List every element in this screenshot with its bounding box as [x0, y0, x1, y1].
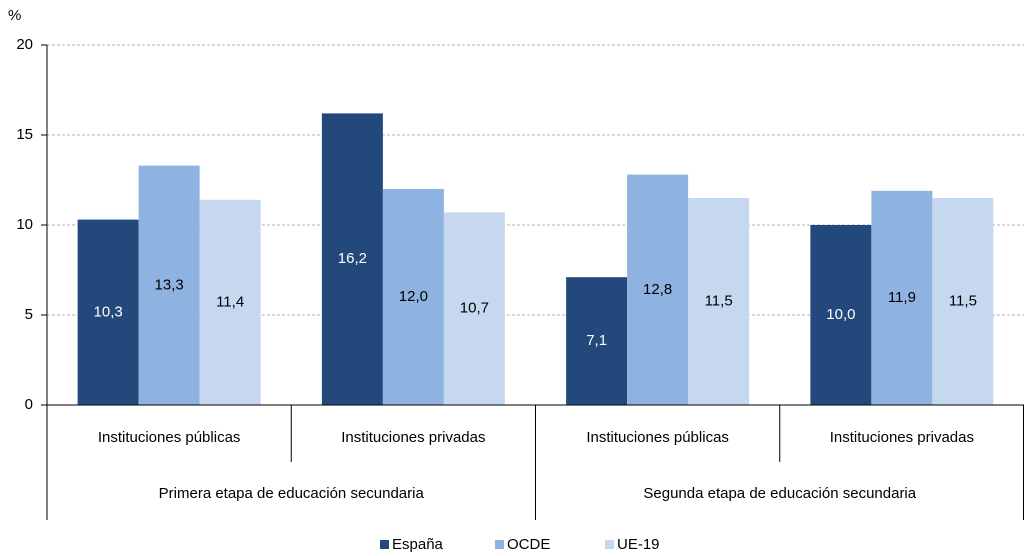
- y-axis-label: %: [8, 7, 21, 24]
- bar: [321, 113, 383, 406]
- y-tick-label: 15: [16, 126, 33, 143]
- bar: [627, 174, 689, 405]
- legend-label: OCDE: [507, 536, 550, 553]
- bar: [382, 189, 444, 405]
- data-label: 10,0: [826, 306, 855, 323]
- x-tick-label: Instituciones privadas: [341, 429, 485, 446]
- data-label: 12,0: [399, 288, 428, 305]
- data-label: 16,2: [338, 250, 367, 267]
- bar: [932, 198, 994, 405]
- legend-swatch: [605, 540, 614, 549]
- bar: [77, 219, 139, 405]
- data-label: 13,3: [155, 276, 184, 293]
- data-label: 10,3: [94, 303, 123, 320]
- data-label: 11,5: [949, 292, 977, 309]
- group-label: Segunda etapa de educación secundaria: [643, 485, 916, 502]
- data-label: 7,1: [586, 332, 607, 349]
- bar: [443, 212, 505, 405]
- bar: [138, 165, 200, 405]
- bar: [199, 199, 261, 405]
- data-label: 11,5: [705, 292, 733, 309]
- x-tick-label: Instituciones privadas: [830, 429, 974, 446]
- x-tick-label: Instituciones públicas: [586, 429, 729, 446]
- data-label: 10,7: [460, 300, 489, 317]
- x-tick-label: Instituciones públicas: [98, 429, 241, 446]
- legend-label: UE-19: [617, 536, 660, 553]
- y-tick-label: 10: [16, 216, 33, 233]
- legend-swatch: [380, 540, 389, 549]
- y-tick-label: 0: [25, 396, 33, 413]
- data-label: 12,8: [643, 281, 672, 298]
- legend-swatch: [495, 540, 504, 549]
- bar: [566, 277, 628, 405]
- data-label: 11,9: [888, 289, 916, 306]
- y-tick-label: 5: [25, 306, 33, 323]
- group-label: Primera etapa de educación secundaria: [159, 485, 425, 502]
- legend-label: España: [392, 536, 444, 553]
- data-label: 11,4: [216, 293, 244, 310]
- y-tick-label: 20: [16, 36, 33, 53]
- bar: [871, 190, 933, 405]
- bar: [810, 225, 872, 405]
- bar: [688, 198, 750, 405]
